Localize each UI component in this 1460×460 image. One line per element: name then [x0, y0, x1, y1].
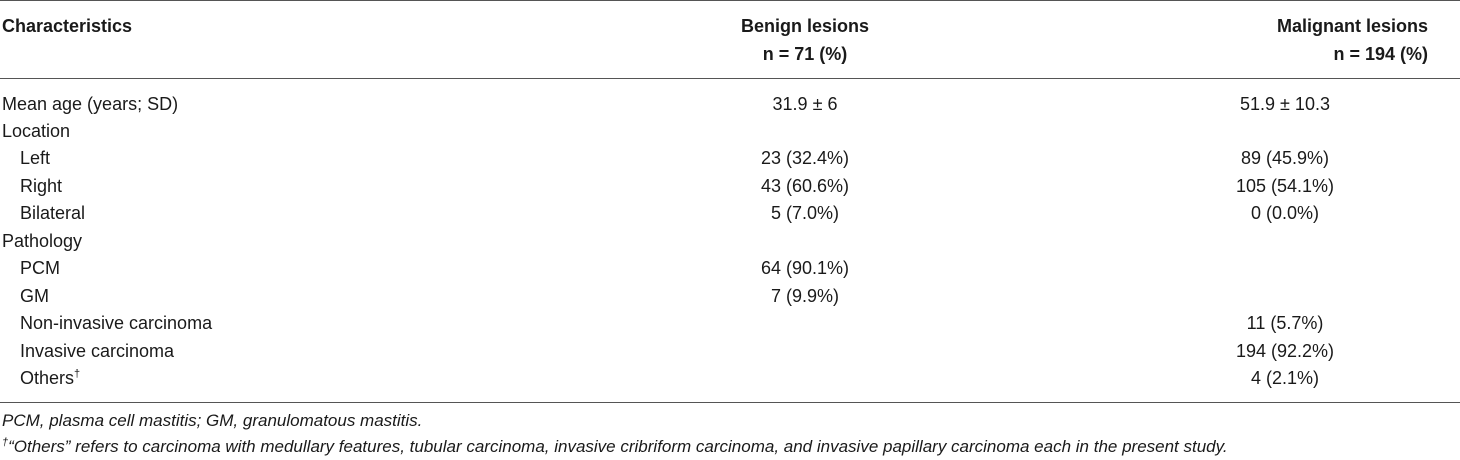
row-label: Right [20, 176, 63, 196]
top-rule [0, 0, 1460, 1]
bottom-rule [0, 402, 1460, 403]
row-label: Others† [2, 364, 80, 392]
footnote-others: †“Others” refers to carcinoma with medul… [2, 434, 1228, 460]
header-rule [0, 78, 1460, 79]
header-malignant-n: n = 194 (%) [1333, 44, 1428, 64]
header-characteristics: Characteristics [2, 16, 133, 36]
row-malignant-value: 0 (0.0%) [1250, 203, 1320, 223]
row-benign-value: 5 (7.0%) [770, 203, 840, 223]
row-label: Left [20, 148, 51, 168]
row-label: Invasive carcinoma [20, 341, 175, 361]
footnote-abbreviations: PCM, plasma cell mastitis; GM, granuloma… [2, 411, 423, 430]
row-benign-value: 23 (32.4%) [760, 148, 850, 168]
row-label: GM [20, 286, 49, 306]
row-label: Bilateral [20, 203, 86, 223]
row-malignant-value: 11 (5.7%) [1246, 313, 1324, 333]
row-label: Non-invasive carcinoma [20, 313, 213, 333]
row-malignant-value: 105 (54.1%) [1235, 176, 1335, 196]
row-label: Mean age (years; SD) [2, 94, 179, 114]
header-benign: Benign lesions n = 71 (%) [700, 12, 910, 68]
row-label: Location [2, 121, 71, 141]
row-malignant-value: 51.9 ± 10.3 [1240, 94, 1330, 114]
row-malignant-value: 4 (2.1%) [1250, 368, 1320, 388]
footnote-others-text: “Others” refers to carcinoma with medull… [8, 437, 1228, 456]
footnote-dagger-mark: † [2, 436, 9, 449]
row-label-text: Others [20, 368, 75, 388]
dagger-superscript: † [74, 368, 81, 380]
row-malignant-value: 194 (92.2%) [1235, 341, 1335, 361]
row-label: Pathology [2, 231, 83, 251]
row-benign-value: 43 (60.6%) [760, 176, 850, 196]
header-benign-n: n = 71 (%) [762, 44, 848, 64]
row-malignant-value: 89 (45.9%) [1240, 148, 1330, 168]
row-label: PCM [20, 258, 60, 278]
row-benign-value: 64 (90.1%) [760, 258, 850, 278]
header-malignant: Malignant lesions n = 194 (%) [1120, 12, 1428, 68]
row-benign-value: 31.9 ± 6 [772, 94, 838, 114]
header-benign-title: Benign lesions [740, 16, 870, 36]
row-benign-value: 7 (9.9%) [770, 286, 840, 306]
header-malignant-title: Malignant lesions [1276, 16, 1428, 36]
